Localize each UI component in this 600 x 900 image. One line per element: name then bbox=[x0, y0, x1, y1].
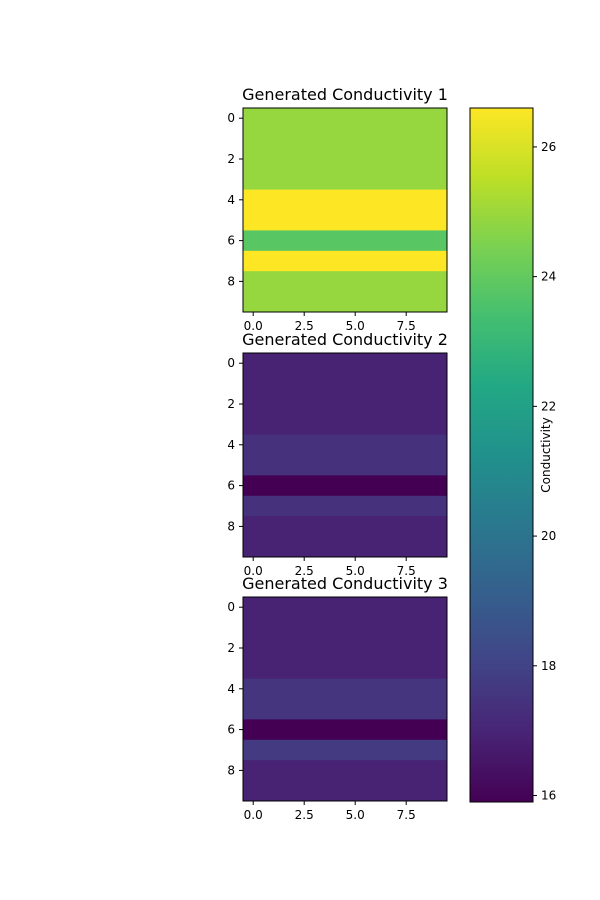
y-tick-label: 0 bbox=[227, 111, 235, 125]
heatmap-row-4 bbox=[243, 189, 447, 211]
heatmap-row-8 bbox=[243, 271, 447, 293]
heatmap-row-1 bbox=[243, 128, 447, 150]
axes-frame bbox=[242, 352, 448, 558]
heatmap-row-3 bbox=[243, 414, 447, 436]
x-tick-label: 0.0 bbox=[244, 564, 263, 578]
heatmap-row-6 bbox=[243, 230, 447, 252]
heatmap-row-6 bbox=[243, 719, 447, 741]
heatmap-row-0 bbox=[243, 597, 447, 618]
colorbar-frame bbox=[469, 107, 534, 803]
y-tick-label: 2 bbox=[227, 397, 235, 411]
heatmap-row-5 bbox=[243, 699, 447, 720]
heatmap-row-5 bbox=[243, 455, 447, 476]
y-tick-label: 6 bbox=[227, 234, 235, 248]
x-tick-label: 2.5 bbox=[295, 564, 314, 578]
heatmap-row-1 bbox=[243, 617, 447, 639]
y-tick-label: 8 bbox=[227, 274, 235, 288]
heatmap-panel-3: Generated Conductivity 3 0 2 4 6 8 0.0 2.5 5.0 7.… bbox=[227, 574, 448, 822]
heatmap-row-2 bbox=[243, 393, 447, 415]
colorbar-ticks: 16 18 20 22 24 26 bbox=[533, 140, 556, 803]
y-tick-label: 6 bbox=[227, 723, 235, 737]
x-tick-label: 7.5 bbox=[397, 564, 416, 578]
colorbar-tick-label: 24 bbox=[541, 270, 556, 284]
colorbar-tick-label: 22 bbox=[541, 399, 556, 413]
heatmap-row-4 bbox=[243, 678, 447, 700]
heatmap-row-6 bbox=[243, 475, 447, 497]
heatmap-row-4 bbox=[243, 434, 447, 456]
heatmap-row-0 bbox=[243, 353, 447, 374]
x-tick-label: 2.5 bbox=[295, 319, 314, 333]
heatmap-panel-2: Generated Conductivity 2 0 2 4 6 8 0.0 2.5 5.0 7.… bbox=[227, 330, 448, 578]
x-tick-label: 0.0 bbox=[244, 808, 263, 822]
colorbar-tick-label: 26 bbox=[541, 140, 556, 154]
y-tick-label: 4 bbox=[227, 438, 235, 452]
colorbar-label: Conductivity bbox=[539, 417, 553, 492]
heatmap-row-1 bbox=[243, 373, 447, 395]
axes-frame bbox=[242, 107, 448, 313]
colorbar: 16 18 20 22 24 26 Conductivity bbox=[469, 107, 556, 803]
heatmap-row-3 bbox=[243, 169, 447, 191]
heatmap-row-7 bbox=[243, 495, 447, 517]
panel-title: Generated Conductivity 1 bbox=[242, 85, 448, 104]
x-tick-label: 5.0 bbox=[346, 319, 365, 333]
panel-title: Generated Conductivity 3 bbox=[242, 574, 448, 593]
y-tick-label: 6 bbox=[227, 479, 235, 493]
y-tick-label: 8 bbox=[227, 519, 235, 533]
heatmap-row-3 bbox=[243, 658, 447, 680]
heatmap-row-0 bbox=[243, 108, 447, 129]
y-tick-label: 2 bbox=[227, 152, 235, 166]
heatmap-panels: Generated Conductivity 1 0 2 4 6 8 0.0 2.5 5.0 7.… bbox=[227, 85, 448, 822]
y-tick-label: 8 bbox=[227, 763, 235, 777]
heatmap-row-2 bbox=[243, 637, 447, 659]
heatmap-row-9 bbox=[243, 291, 447, 313]
colorbar-gradient bbox=[470, 108, 533, 802]
y-tick-label: 2 bbox=[227, 641, 235, 655]
x-tick-label: 2.5 bbox=[295, 808, 314, 822]
y-tick-label: 4 bbox=[227, 193, 235, 207]
heatmap-row-5 bbox=[243, 210, 447, 231]
x-tick-label: 7.5 bbox=[397, 808, 416, 822]
heatmap-row-8 bbox=[243, 516, 447, 538]
heatmap-panel-1: Generated Conductivity 1 0 2 4 6 8 0.0 2.5 5.0 7.… bbox=[227, 85, 448, 333]
colorbar-tick-label: 18 bbox=[541, 659, 556, 673]
x-tick-label: 0.0 bbox=[244, 319, 263, 333]
colorbar-tick-label: 20 bbox=[541, 529, 556, 543]
heatmap-row-9 bbox=[243, 536, 447, 558]
y-tick-label: 4 bbox=[227, 682, 235, 696]
x-tick-label: 5.0 bbox=[346, 808, 365, 822]
y-tick-label: 0 bbox=[227, 600, 235, 614]
heatmap-row-2 bbox=[243, 148, 447, 170]
colorbar-tick-label: 16 bbox=[541, 789, 556, 803]
x-tick-label: 7.5 bbox=[397, 319, 416, 333]
heatmap-row-9 bbox=[243, 780, 447, 802]
y-tick-label: 0 bbox=[227, 356, 235, 370]
panel-title: Generated Conductivity 2 bbox=[242, 330, 448, 349]
heatmap-row-8 bbox=[243, 760, 447, 782]
axes-frame bbox=[242, 596, 448, 802]
heatmap-row-7 bbox=[243, 250, 447, 272]
heatmap-row-7 bbox=[243, 739, 447, 761]
x-tick-label: 5.0 bbox=[346, 564, 365, 578]
